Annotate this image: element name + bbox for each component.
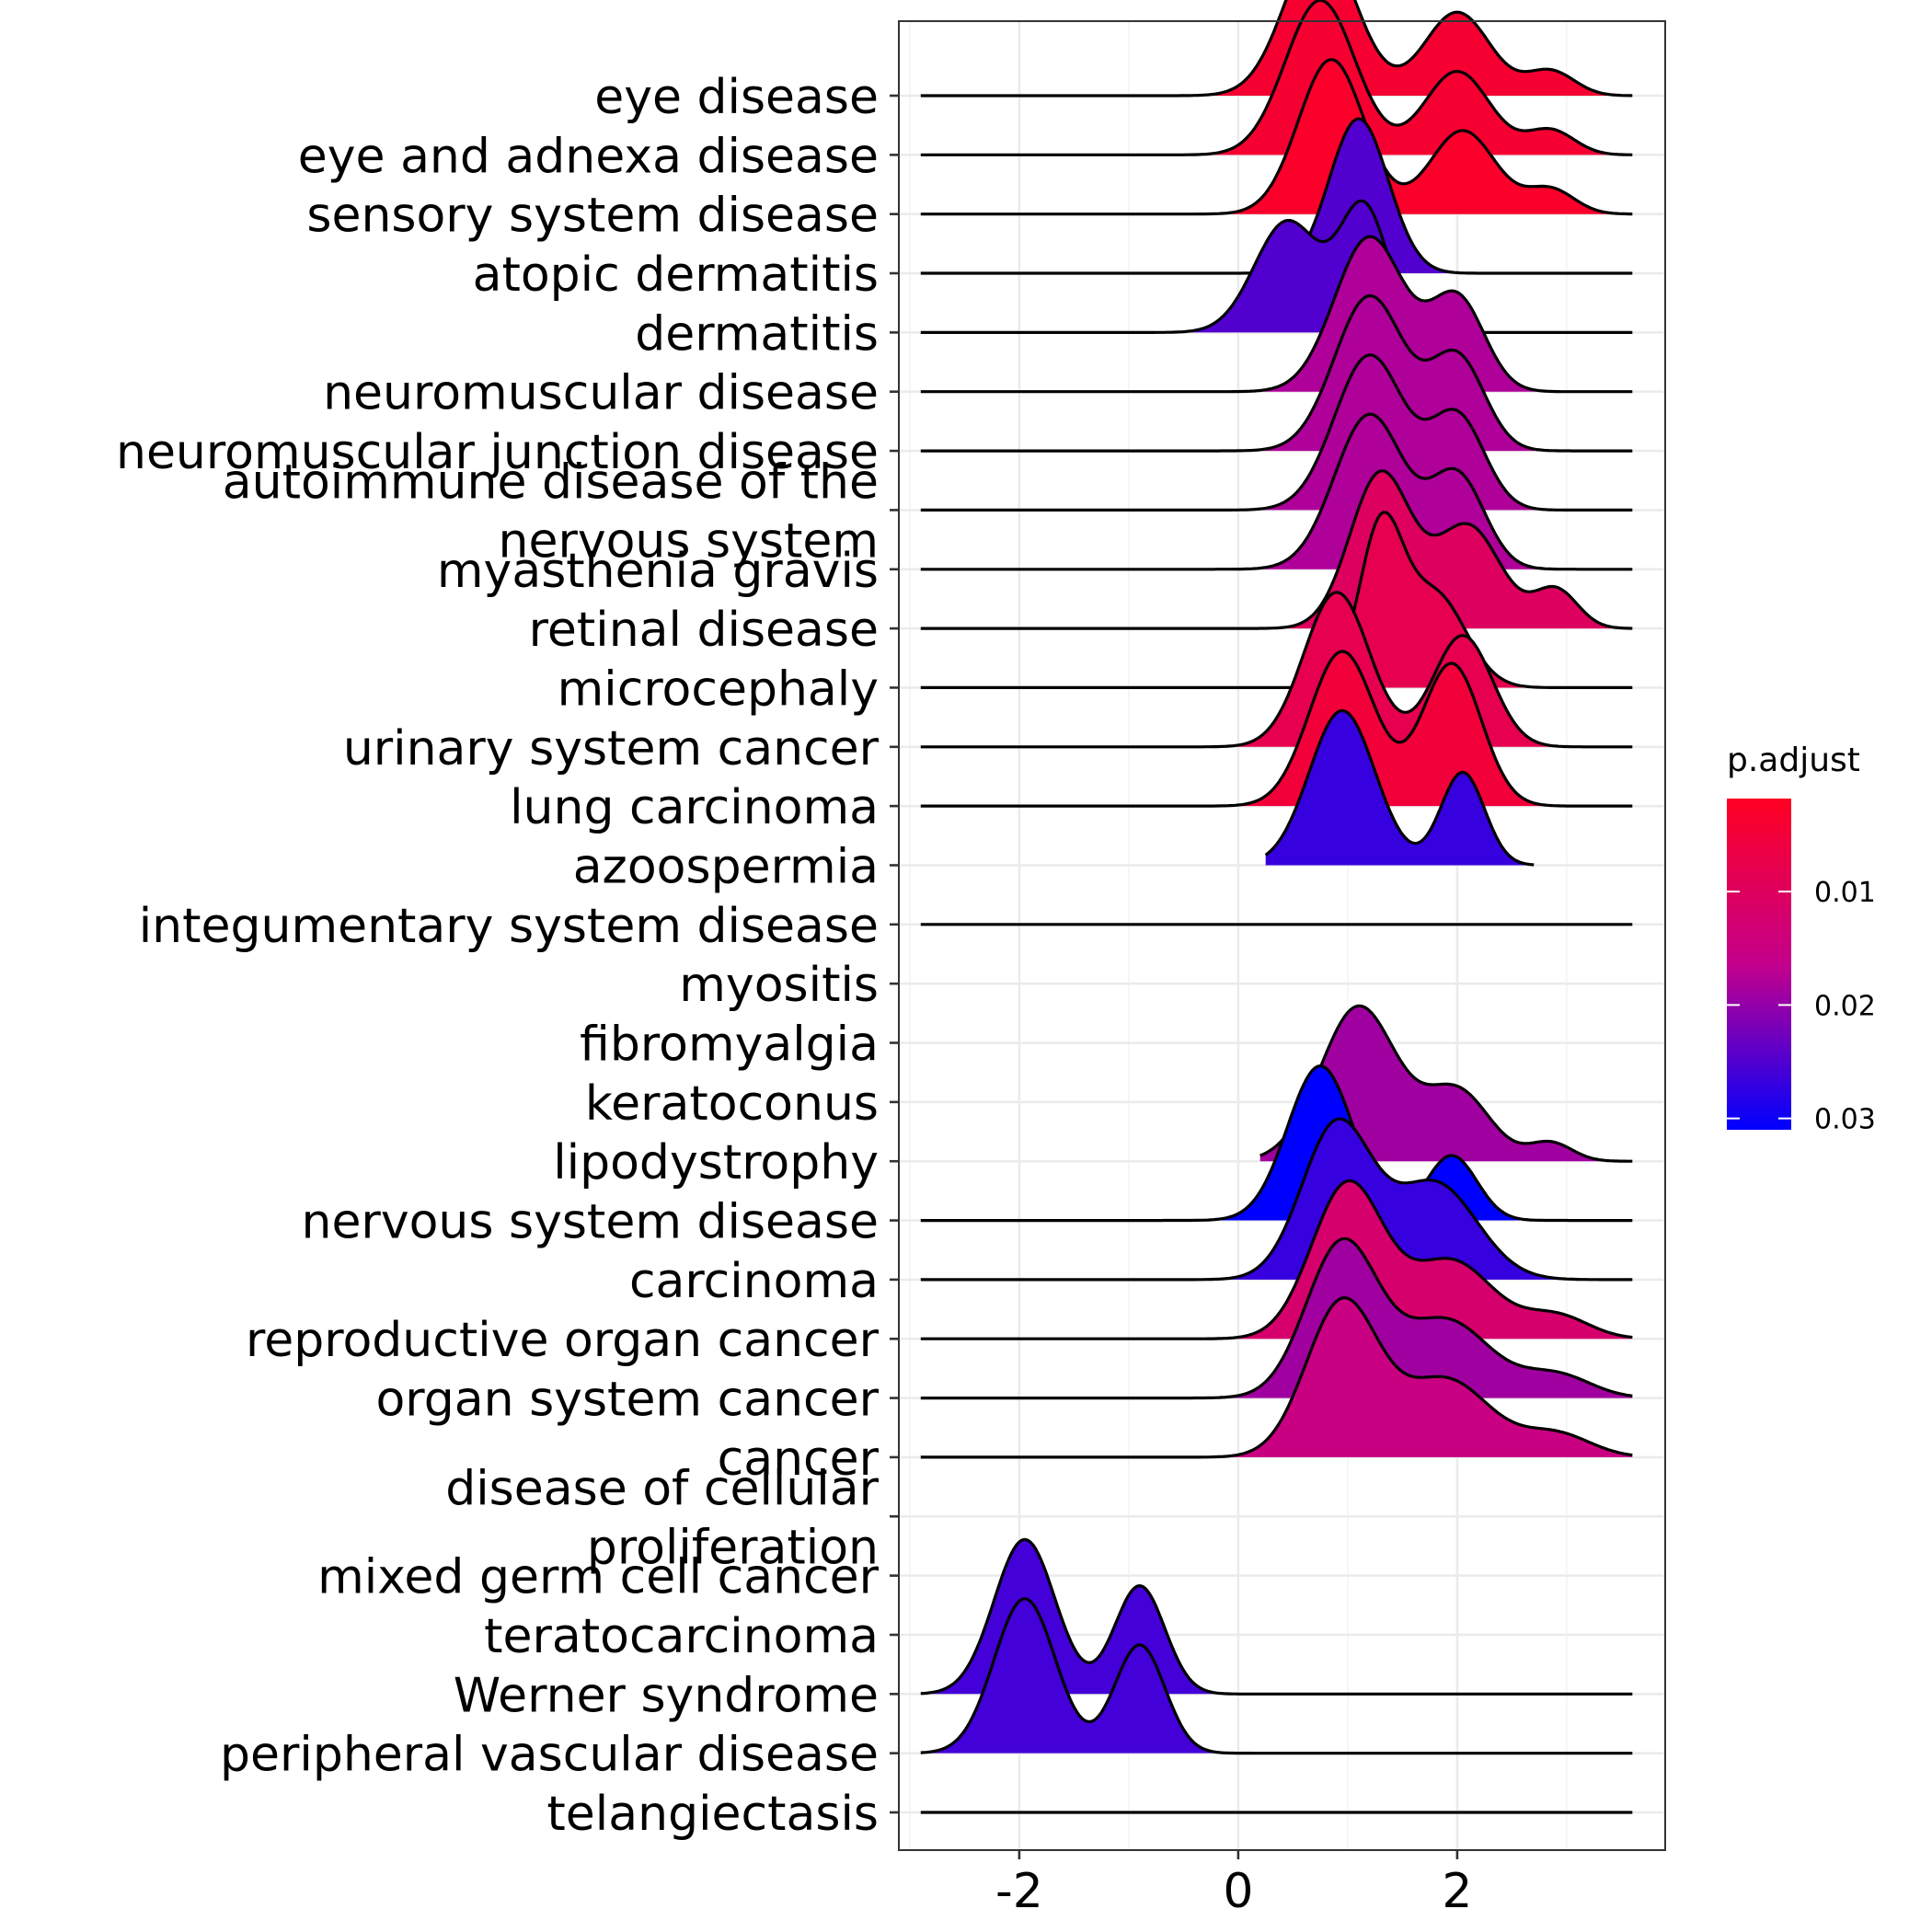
x-axis: -2 0 2	[995, 1850, 1472, 1919]
y-tick-label: eye disease	[594, 70, 879, 125]
y-tick-label: neuromuscular disease	[323, 366, 879, 421]
ridge-outline	[920, 650, 1633, 808]
ridge-azoospermia	[1264, 708, 1535, 867]
y-tick-label: reproductive organ cancer	[246, 1313, 880, 1368]
ridge-fill	[920, 201, 1633, 333]
ridge-outline	[920, 199, 1633, 334]
ridge-fill	[920, 1180, 1633, 1340]
ridge-outline	[920, 293, 1633, 453]
plot-border	[898, 20, 1666, 1851]
ridge-outline	[920, 0, 1633, 98]
ridge-fill	[920, 1119, 1633, 1280]
y-tick-label: eye and adnexa disease	[298, 129, 879, 184]
y-tick-label: fibromyalgia	[580, 1018, 879, 1073]
y-tick-label: myositis	[679, 958, 879, 1013]
y-tick-label: nervous system disease	[301, 1195, 879, 1250]
y-tick-label: cancer	[718, 1432, 880, 1487]
y-tick-label: neuromuscular junction disease	[116, 425, 879, 480]
y-tick-label: Werner syndrome	[454, 1668, 879, 1723]
ridge-outline	[920, 1179, 1633, 1340]
ridge-outline	[920, 235, 1633, 394]
legend-tick-label: 0.03	[1814, 1104, 1876, 1136]
ridge-outline	[920, 1064, 1633, 1223]
legend-colorbar	[1727, 799, 1791, 1130]
y-tick-label: peripheral vascular disease	[220, 1728, 879, 1783]
ridge-outline	[920, 1597, 1633, 1755]
ridge-outline	[1259, 1004, 1633, 1163]
y-tick-label: carcinoma	[629, 1254, 879, 1309]
legend-tick-label: 0.02	[1814, 990, 1876, 1022]
y-tick-label: sensory system disease	[306, 189, 879, 244]
ridge-fill	[1265, 710, 1535, 866]
y-tick-label: dermatitis	[635, 306, 879, 362]
color-legend: p.adjust 0.01 0.02 0.03	[1727, 742, 1876, 1136]
ridge-lung-carcinoma	[920, 650, 1633, 808]
ridges	[920, 0, 1633, 1814]
y-tick-label: urinary system cancer	[343, 721, 880, 776]
ridge-outline	[920, 511, 1633, 689]
y-tick-label: integumentary system disease	[139, 899, 879, 954]
ridge-fill	[920, 59, 1633, 214]
ridge-carcinoma	[920, 1117, 1633, 1282]
ridge-outline	[1264, 708, 1535, 867]
legend-tick-label: 0.01	[1814, 877, 1876, 909]
ridge-outline	[920, 1236, 1633, 1400]
ridge-outline	[920, 0, 1633, 156]
ridge-dermatitis	[920, 199, 1633, 334]
x-tick-label: 2	[1442, 1864, 1472, 1919]
ridge-outline	[920, 1296, 1633, 1459]
y-tick-label: telangiectasis	[546, 1787, 879, 1842]
ridge-outline	[920, 469, 1633, 630]
ridge-outline	[920, 1537, 1633, 1696]
y-tick-label: autoimmune disease of the nervous system	[223, 454, 879, 569]
y-tick-label: mixed germ cell cancer	[317, 1550, 879, 1605]
x-tick-label: -2	[995, 1864, 1043, 1919]
y-tick-label: atopic dermatitis	[473, 247, 879, 303]
ridge-fill	[920, 0, 1633, 155]
legend-title: p.adjust	[1727, 742, 1860, 779]
y-tick-label: retinal disease	[529, 603, 879, 658]
ridge-peripheral-vascular-disease	[920, 1597, 1633, 1755]
y-tick-label: azoospermia	[573, 840, 879, 895]
y-tick-label: disease of cellular proliferation	[445, 1461, 879, 1575]
ridge-organ-system-cancer	[920, 1236, 1633, 1400]
y-tick-label: lung carcinoma	[510, 780, 879, 835]
x-tick-label: 0	[1223, 1864, 1253, 1919]
ridge-fill	[920, 1065, 1633, 1221]
ridge-fill	[920, 470, 1633, 629]
ridge-fill	[920, 1238, 1633, 1398]
y-tick-label: teratocarcinoma	[484, 1609, 879, 1664]
ridge-fill	[920, 651, 1633, 807]
y-tick-label: organ system cancer	[375, 1373, 879, 1428]
y-tick-label: myasthenia gravis	[437, 544, 879, 599]
ridge-fill	[920, 1598, 1633, 1754]
ridge-cancer	[920, 1296, 1633, 1459]
legend-ticks: 0.01 0.02 0.03	[1727, 877, 1876, 1136]
ridge-outline	[920, 591, 1633, 749]
ridge-outline	[920, 58, 1633, 216]
y-tick-label: microcephaly	[558, 661, 879, 717]
y-tick-label: keratoconus	[585, 1076, 879, 1132]
ridge-reproductive-organ-cancer	[920, 1179, 1633, 1340]
ridge-sensory-system-disease	[920, 58, 1633, 216]
ridge-outline	[920, 1117, 1633, 1282]
ridge-fill	[920, 1297, 1633, 1457]
ridge-retinal-disease	[920, 469, 1633, 630]
ridge-outline	[920, 412, 1633, 571]
ridge-outline	[920, 353, 1633, 512]
ridge-eye-and-adnexa-disease	[920, 0, 1633, 156]
ridge-nervous-system-disease	[920, 1064, 1633, 1223]
y-tick-label: lipodystrophy	[553, 1135, 879, 1190]
